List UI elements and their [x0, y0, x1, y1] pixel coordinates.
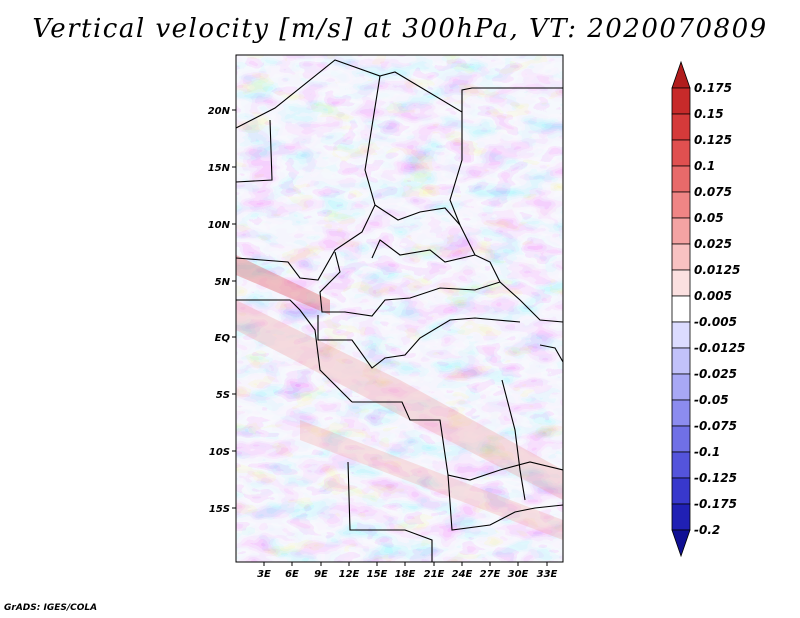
colorbar-label: -0.2 [694, 523, 720, 537]
colorbar-band [671, 295, 691, 323]
colorbar-band [671, 217, 691, 245]
map-title: Vertical velocity [m/s] at 300hPa, VT: 2… [32, 14, 768, 44]
colorbar-band [671, 139, 691, 167]
colorbar-band [671, 113, 691, 141]
colorbar: 0.175 0.15 0.125 0.1 0.075 0.05 0.025 0.0125 0.0… [671, 60, 745, 558]
latitude-axis: 20N 15N 10N 5N EQ 5S 10S 15S [208, 106, 236, 515]
lon-label: 3E [257, 569, 271, 580]
colorbar-band [671, 165, 691, 193]
colorbar-band [671, 425, 691, 453]
lon-label: 18E [395, 569, 416, 580]
lat-label: 5N [215, 277, 231, 288]
lon-label: 21E [424, 569, 445, 580]
grads-credit: GrADS: IGES/COLA [4, 603, 98, 613]
colorbar-label: 0.1 [694, 159, 715, 173]
velocity-field [236, 55, 563, 562]
lon-label: 15E [367, 569, 388, 580]
colorbar-band [671, 269, 691, 297]
lat-label: 20N [208, 106, 231, 117]
colorbar-label: 0.025 [694, 237, 732, 251]
lon-label: 30E [508, 569, 529, 580]
colorbar-label: 0.175 [694, 81, 732, 95]
colorbar-band [671, 373, 691, 401]
lat-label: 10N [208, 220, 231, 231]
colorbar-label: -0.075 [694, 419, 737, 433]
longitude-axis: 3E 6E 9E 12E 15E 18E 21E 24E 27E 30E 33E [257, 562, 558, 580]
colorbar-band [671, 87, 691, 115]
colorbar-label: -0.175 [694, 497, 737, 511]
colorbar-band [671, 321, 691, 349]
colorbar-label: 0.075 [694, 185, 732, 199]
colorbar-label: -0.025 [694, 367, 737, 381]
lat-label: 15S [209, 504, 230, 515]
colorbar-band [671, 60, 691, 89]
colorbar-band [671, 451, 691, 479]
colorbar-band [671, 503, 691, 531]
lon-label: 9E [314, 569, 328, 580]
lat-label: 5S [216, 390, 230, 401]
lat-label: EQ [215, 333, 231, 344]
colorbar-band [671, 399, 691, 427]
lat-label: 15N [208, 163, 231, 174]
lon-label: 27E [480, 569, 501, 580]
colorbar-label: -0.005 [694, 315, 737, 329]
map-frame [235, 54, 564, 563]
colorbar-band [671, 529, 691, 558]
colorbar-band [671, 243, 691, 271]
colorbar-label: 0.005 [694, 289, 732, 303]
lon-label: 24E [452, 569, 473, 580]
borders [236, 59, 563, 562]
colorbar-label: -0.05 [694, 393, 729, 407]
lon-label: 12E [339, 569, 360, 580]
colorbar-band [671, 477, 691, 505]
colorbar-label: 0.15 [694, 107, 724, 121]
colorbar-label: -0.0125 [694, 341, 745, 355]
colorbar-label: -0.125 [694, 471, 737, 485]
colorbar-label: 0.0125 [694, 263, 740, 277]
colorbar-band [671, 347, 691, 375]
lon-label: 33E [537, 569, 558, 580]
colorbar-label: 0.125 [694, 133, 732, 147]
colorbar-label: 0.05 [694, 211, 724, 225]
colorbar-band [671, 191, 691, 219]
lon-label: 6E [285, 569, 299, 580]
colorbar-label: -0.1 [694, 445, 720, 459]
lat-label: 10S [209, 447, 230, 458]
